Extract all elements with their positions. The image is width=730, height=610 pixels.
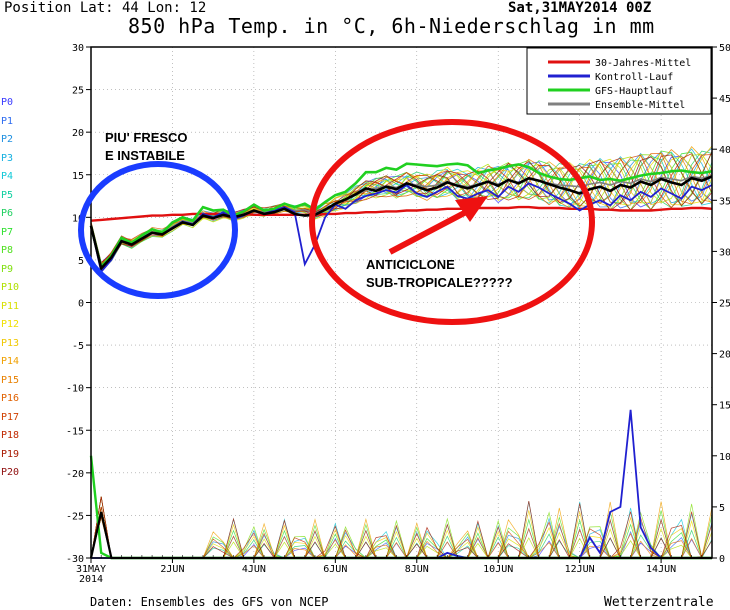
member-label: P7	[1, 226, 14, 238]
annotation-left-1: E INSTABILE	[105, 148, 185, 163]
plot-frame	[90, 46, 713, 559]
annotation-right-1: SUB-TROPICALE?????	[366, 275, 513, 290]
right-tick-label: 30	[719, 247, 730, 258]
right-tick-label: 50	[719, 43, 730, 54]
red-ellipse	[309, 119, 595, 325]
right-tick-label: 10	[719, 452, 730, 463]
x-tick-label: 14JUN	[646, 564, 676, 575]
member-label: P13	[1, 337, 20, 349]
member-label: P9	[1, 263, 14, 275]
legend-label: Ensemble-Mittel	[595, 100, 685, 111]
blue-ellipse	[78, 161, 238, 299]
right-tick-label: 20	[719, 350, 730, 361]
red-arrow-head	[455, 196, 488, 222]
member-label: P6	[1, 208, 14, 219]
right-tick-label: 35	[719, 196, 730, 207]
annotations-layer: PIU' FRESCO E INSTABILE ANTICICLONE SUB-TRO…	[78, 119, 595, 325]
right-tick-label: 0	[719, 554, 725, 565]
left-tick-label: 20	[72, 128, 84, 139]
member-label: P16	[1, 393, 20, 404]
x-tick-label: 2JUN	[160, 564, 184, 575]
ensemble-mean-thick-line	[89, 175, 713, 272]
left-tick-label: 10	[72, 213, 84, 224]
x-tick-label: 10JUN	[483, 564, 513, 575]
member-label: P8	[1, 245, 14, 256]
member-label: P5	[1, 189, 14, 201]
left-tick-label: 15	[72, 171, 84, 182]
right-tick-label: 15	[719, 401, 730, 412]
chart-legend: 30-Jahres-Mittel Kontroll-Lauf GFS-Hauptla…	[526, 47, 712, 115]
member-label: P18	[1, 430, 20, 441]
gfs-main-line	[89, 162, 713, 270]
member-label: P10	[1, 282, 20, 293]
member-label: P3	[1, 152, 14, 164]
member-label: P14	[1, 356, 20, 367]
chart-axes: 302520151050-5-10-15-20-25-3050454035302…	[66, 43, 730, 585]
x-tick-label: 8JUN	[405, 564, 429, 575]
legend-label: Kontroll-Lauf	[595, 72, 673, 83]
run-date: Sat,31MAY2014 00Z	[508, 0, 652, 16]
position-label: Position Lat: 44 Lon: 12	[4, 0, 207, 16]
legend-label: 30-Jahres-Mittel	[595, 58, 691, 69]
left-tick-label: 25	[72, 86, 84, 97]
main-series-lines	[89, 162, 713, 560]
left-tick-label: -10	[66, 384, 84, 395]
left-tick-label: 30	[72, 43, 84, 54]
member-label: P12	[1, 319, 20, 330]
chart-grid	[91, 47, 712, 558]
left-tick-label: -20	[66, 469, 84, 480]
climate-mean-line	[90, 205, 713, 222]
right-tick-label: 25	[719, 299, 730, 310]
member-label: P15	[1, 374, 20, 386]
control-precip-line	[91, 409, 712, 559]
data-credit: Daten: Ensembles des GFS von NCEP	[90, 595, 329, 609]
annotation-right-0: ANTICICLONE	[366, 257, 455, 272]
right-tick-label: 5	[719, 503, 725, 514]
chart-title: 850 hPa Temp. in °C, 6h-Niederschlag in …	[128, 14, 655, 38]
x-tick-label: 4JUN	[242, 564, 266, 575]
left-tick-label: 5	[78, 256, 84, 267]
right-tick-label: 45	[719, 94, 730, 105]
x-tick-label: 6JUN	[323, 564, 347, 575]
left-tick-label: -25	[66, 511, 84, 522]
left-tick-label: -30	[66, 554, 84, 565]
member-label: P4	[1, 171, 14, 182]
member-label: P11	[1, 300, 20, 312]
annotation-left-0: PIU' FRESCO	[105, 130, 188, 145]
x-tick-label: 31MAY	[76, 564, 106, 575]
brand-label: Wetterzentrale	[604, 595, 714, 610]
legend-label: GFS-Hauptlauf	[595, 86, 673, 97]
right-tick-label: 40	[719, 145, 730, 156]
left-tick-label: 0	[78, 299, 84, 310]
ensemble-member-lines	[90, 145, 713, 559]
member-label: P19	[1, 448, 20, 460]
member-label: P1	[1, 115, 14, 127]
member-precip-P19	[90, 500, 712, 559]
member-label: P0	[1, 97, 14, 108]
member-label: P20	[1, 467, 20, 478]
left-tick-label: -5	[72, 341, 84, 352]
x-tick-label: 2014	[79, 574, 103, 585]
red-arrow-shaft	[388, 207, 472, 255]
left-tick-label: -15	[66, 426, 84, 437]
member-label: P17	[1, 411, 20, 423]
member-label: P2	[1, 134, 14, 145]
x-tick-label: 12JUN	[565, 564, 595, 575]
